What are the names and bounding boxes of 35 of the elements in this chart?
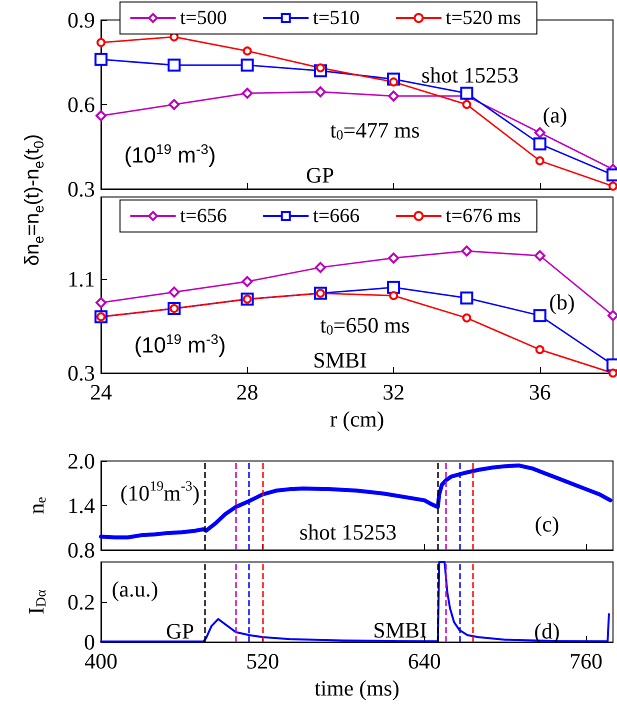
annotation: GP — [166, 618, 194, 644]
annotation: GP — [306, 162, 334, 188]
y-tick-label: 1.4 — [68, 493, 95, 518]
annotation: SMBI — [373, 618, 427, 642]
y-tick-label: 0.3 — [68, 176, 95, 202]
annotation: SMBI — [313, 348, 367, 372]
annotation: (b) — [549, 290, 575, 314]
y-tick-label: 2.0 — [68, 448, 95, 474]
y-axis-title: ne — [23, 496, 50, 514]
annotation: (a.u.) — [112, 576, 158, 602]
x-tick-label: 28 — [236, 380, 258, 405]
annotation: (d) — [534, 618, 560, 644]
legend-label: t=520 ms — [446, 7, 522, 29]
legend-label: t=676 ms — [446, 205, 522, 227]
x-tick-label: 760 — [570, 648, 603, 674]
y-tick-label: 0.9 — [68, 8, 95, 32]
x-axis-title: time (ms) — [314, 676, 400, 700]
x-tick-label: 520 — [246, 648, 280, 674]
y-tick-label: 0.6 — [68, 92, 95, 117]
x-axis-title: r (cm) — [330, 406, 384, 432]
legend-label: t=500 — [180, 7, 227, 29]
x-tick-label: 36 — [528, 380, 551, 405]
legend-label: t=656 — [180, 205, 227, 227]
annotation: shot 15253 — [299, 520, 397, 544]
legend-label: t=666 — [312, 205, 360, 227]
y-tick-label: 1.1 — [68, 266, 95, 292]
x-tick-label: 32 — [382, 380, 405, 405]
annotation: shot 15253 — [421, 62, 519, 88]
annotation: (a) — [542, 102, 568, 128]
annotation: (c) — [534, 512, 560, 536]
legend-label: t=510 — [312, 7, 360, 29]
y-tick-label: 0.8 — [68, 538, 95, 562]
y-tick-label: 0.2 — [68, 590, 95, 615]
x-tick-label: 640 — [408, 648, 441, 674]
y-axis-title: IDα — [23, 589, 50, 614]
